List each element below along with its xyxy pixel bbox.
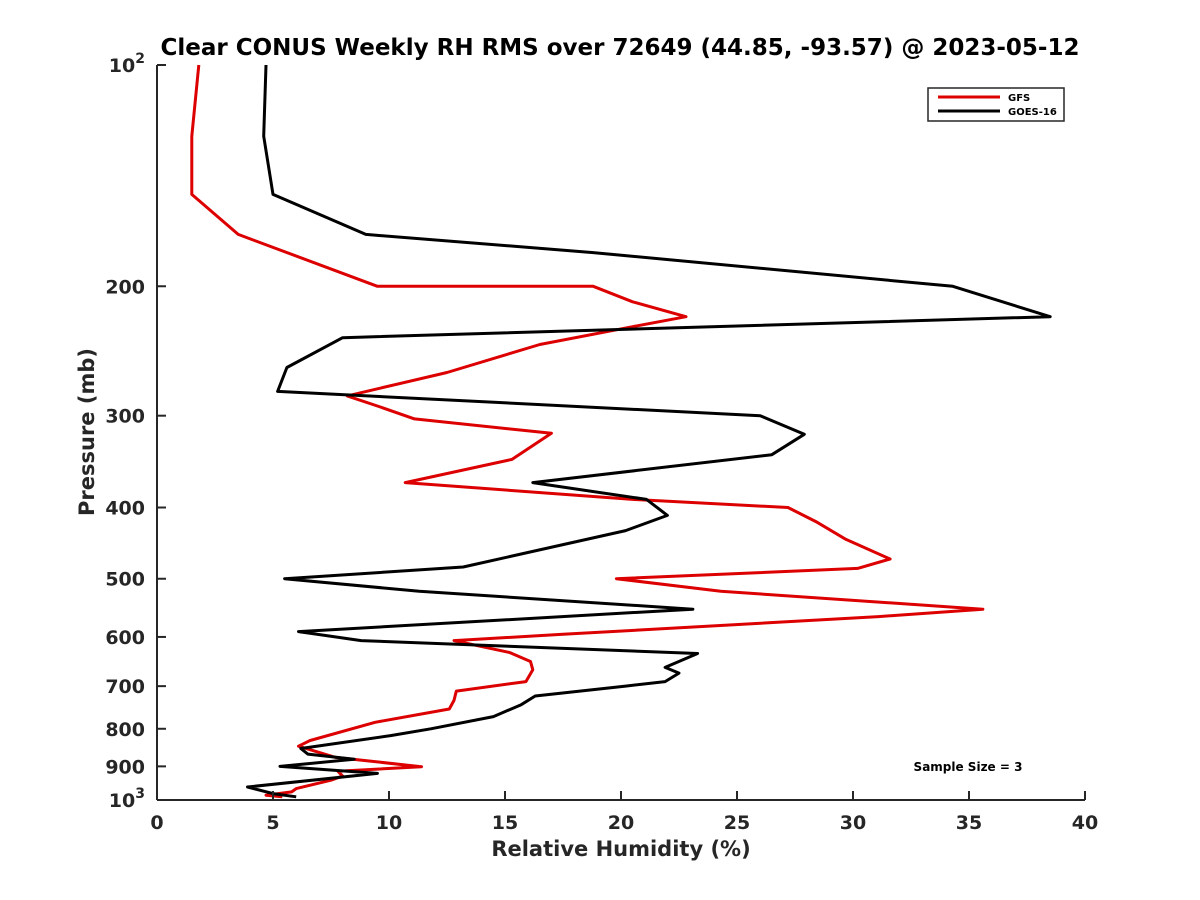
y-tick-label: 200 xyxy=(105,276,145,298)
y-tick-label: 900 xyxy=(105,756,145,778)
series-line-goes16 xyxy=(246,64,1052,799)
y-tick-label: 102 xyxy=(109,51,145,77)
y-tick-label: 103 xyxy=(109,786,145,812)
legend-box xyxy=(927,87,1065,122)
x-tick-label: 40 xyxy=(1072,812,1098,834)
x-axis-label: Relative Humidity (%) xyxy=(491,837,750,861)
chart-title: Clear CONUS Weekly RH RMS over 72649 (44… xyxy=(161,35,1080,61)
x-tick-label: 30 xyxy=(840,812,866,834)
x-tick-label: 25 xyxy=(724,812,750,834)
legend-label-gfs: GFS xyxy=(1008,93,1030,104)
legend: GFS GOES-16 xyxy=(927,87,1065,122)
y-tick-label: 600 xyxy=(105,627,145,649)
sample-size-annotation: Sample Size = 3 xyxy=(914,760,1023,774)
y-tick-label: 300 xyxy=(105,406,145,428)
y-tick-label: 800 xyxy=(105,719,145,741)
x-tick-label: 35 xyxy=(956,812,982,834)
x-ticks: 0 5 10 15 20 25 30 35 40 xyxy=(150,791,1098,834)
y-axis-label: Pressure (mb) xyxy=(75,348,99,516)
legend-label-goes16: GOES-16 xyxy=(1008,107,1057,118)
x-tick-label: 5 xyxy=(266,812,279,834)
y-ticks: 102 200 300 400 500 600 700 800 900 103 xyxy=(105,51,166,812)
x-tick-label: 0 xyxy=(150,812,163,834)
x-tick-label: 10 xyxy=(376,812,402,834)
y-tick-label: 500 xyxy=(105,569,145,591)
y-tick-label: 700 xyxy=(105,676,145,698)
y-tick-label: 400 xyxy=(105,498,145,520)
series-layer xyxy=(190,64,1052,799)
x-tick-label: 15 xyxy=(492,812,518,834)
x-tick-label: 20 xyxy=(608,812,634,834)
